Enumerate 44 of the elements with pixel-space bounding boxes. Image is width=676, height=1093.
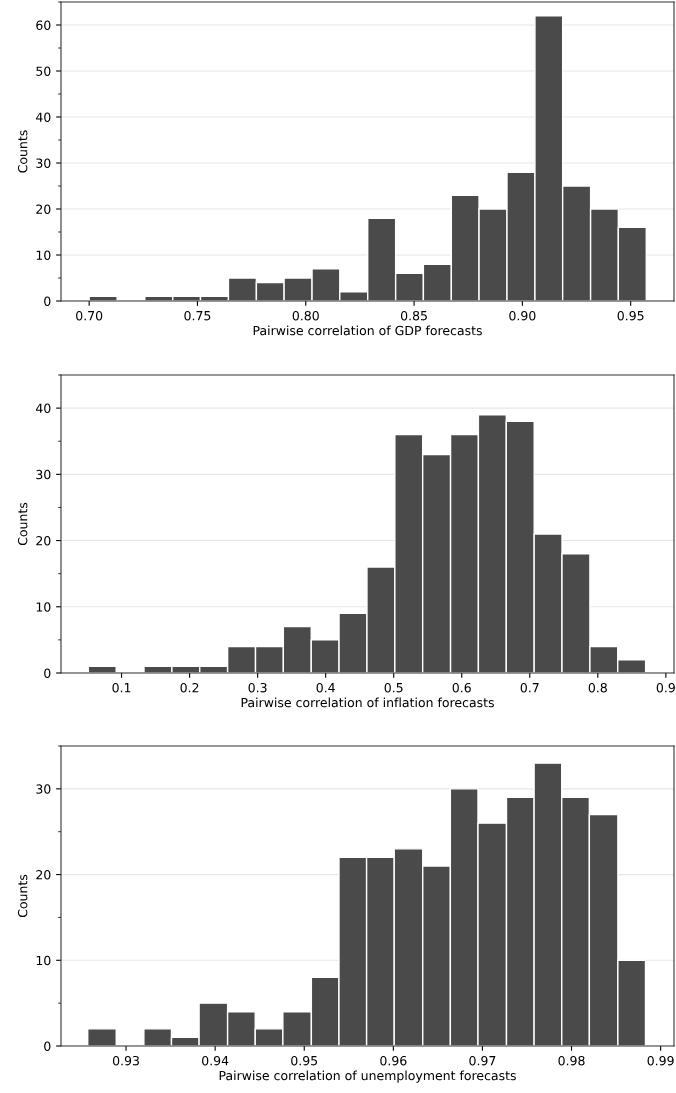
y-tick-label: 20	[36, 870, 51, 880]
x-tick-label: 0.8	[588, 682, 607, 693]
x-axis-title: Pairwise correlation of unemployment forecasts	[219, 1070, 516, 1083]
x-tick-label: 0.80	[292, 310, 319, 321]
x-tick-label: 0.2	[180, 682, 199, 693]
x-tick-label: 0.95	[617, 310, 644, 321]
x-tick-label: 0.96	[380, 1055, 407, 1066]
x-tick-label: 0.85	[400, 310, 427, 321]
x-tick-label: 0.97	[469, 1055, 496, 1066]
y-axis-title: Counts	[17, 502, 28, 546]
y-tick-label: 40	[35, 112, 51, 122]
y-tick-label: 10	[36, 250, 51, 260]
y-tick-label: 0	[44, 296, 51, 306]
x-tick-label: 0.5	[384, 682, 403, 693]
x-tick-label: 0.3	[248, 682, 267, 693]
y-axis-title: Counts	[17, 874, 28, 918]
y-tick-label: 20	[36, 204, 51, 214]
y-tick-label: 0	[44, 1041, 51, 1051]
x-tick-label: 0.70	[76, 310, 103, 321]
y-tick-label: 50	[36, 66, 51, 76]
x-tick-label: 0.95	[291, 1055, 318, 1066]
x-tick-label: 0.94	[202, 1055, 229, 1066]
y-tick-label: 10	[36, 955, 51, 966]
x-tick-label: 0.75	[184, 310, 211, 321]
y-tick-label: 0	[44, 668, 51, 678]
x-axis-title: Pairwise correlation of inflation forecasts	[241, 697, 494, 708]
x-axis-title: Pairwise correlation of GDP forecasts	[253, 325, 482, 336]
x-tick-label: 0.4	[316, 682, 335, 693]
y-tick-label: 30	[36, 469, 51, 480]
y-tick-label: 60	[36, 20, 51, 30]
x-tick-label: 0.98	[558, 1055, 585, 1066]
y-tick-label: 10	[36, 602, 51, 612]
y-tick-label: 20	[36, 536, 51, 546]
x-tick-label: 0.90	[509, 310, 536, 321]
x-tick-label: 0.99	[647, 1055, 674, 1066]
y-axis-title: Counts	[17, 130, 28, 173]
x-tick-label: 0.6	[452, 682, 471, 693]
y-tick-label: 40	[35, 403, 51, 414]
x-tick-label: 0.9	[656, 682, 675, 693]
x-tick-label: 0.1	[112, 682, 131, 693]
x-tick-label: 0.93	[112, 1055, 139, 1066]
y-tick-label: 30	[36, 784, 51, 794]
x-tick-label: 0.7	[520, 682, 539, 693]
y-tick-label: 30	[36, 158, 51, 168]
